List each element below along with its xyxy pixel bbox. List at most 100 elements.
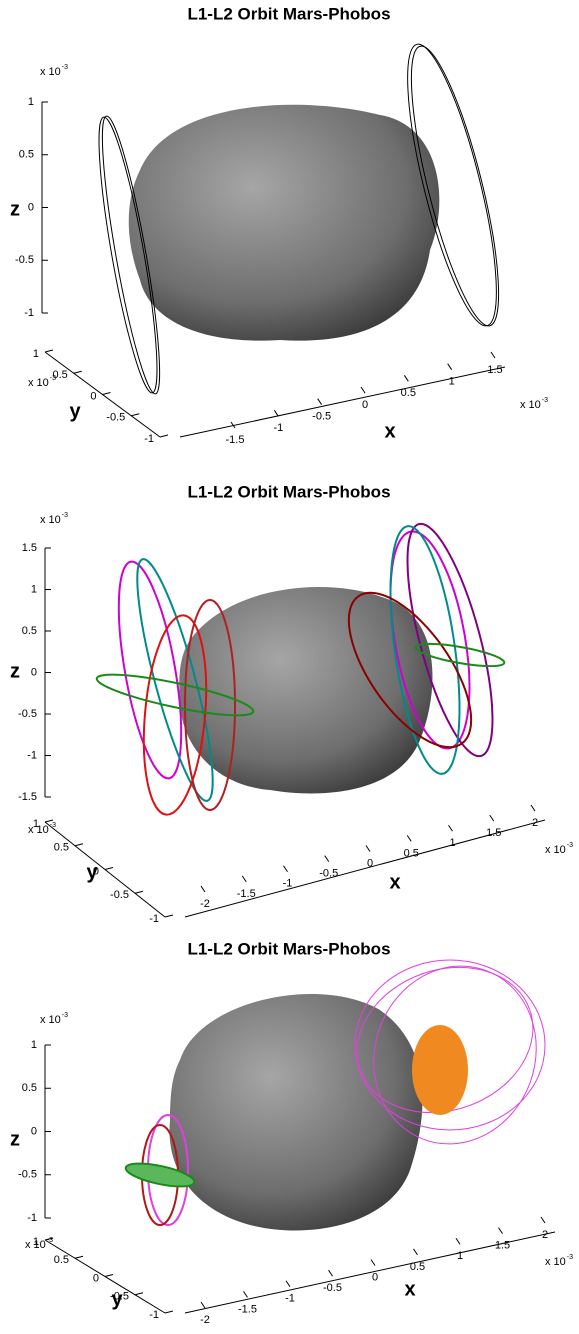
x-tick-label: 0 bbox=[362, 399, 368, 411]
orbit-l1 bbox=[98, 115, 161, 395]
x-tick bbox=[324, 855, 330, 862]
x-tick bbox=[360, 386, 366, 394]
x-tick bbox=[490, 351, 496, 359]
y-tick-label: 0 bbox=[90, 390, 96, 402]
x-tick-label: 0.5 bbox=[404, 847, 419, 859]
orbit-l2 bbox=[407, 43, 500, 327]
scale-base: x 10 bbox=[40, 1014, 61, 1026]
scale-exponent: -3 bbox=[62, 64, 68, 71]
z-tick-label: 0.5 bbox=[22, 1082, 37, 1094]
x-tick-label: -1 bbox=[285, 1293, 295, 1305]
scale-base: x 10 bbox=[545, 1256, 566, 1268]
y-tick-label: 1 bbox=[33, 348, 39, 360]
y-tick bbox=[134, 890, 144, 894]
x-tick bbox=[455, 1237, 461, 1245]
y-tick bbox=[164, 1310, 174, 1314]
y-tick-label: -1 bbox=[149, 913, 159, 925]
z-tick-label: 0 bbox=[28, 201, 34, 213]
chart-title: L1-L2 Orbit Mars-Phobos bbox=[187, 482, 390, 501]
x-tick bbox=[448, 824, 453, 832]
x-tick bbox=[200, 885, 206, 893]
axis-scale-label: x 10-3 bbox=[28, 822, 56, 836]
y-tick bbox=[44, 1237, 54, 1241]
x-tick-label: 1.5 bbox=[486, 827, 501, 839]
z-tick-label: 1.5 bbox=[22, 542, 37, 554]
x-axis bbox=[179, 366, 506, 438]
x-tick bbox=[489, 814, 495, 822]
phobos bbox=[128, 104, 440, 341]
z-tick-label: -1 bbox=[27, 749, 37, 761]
x-tick-label: -1 bbox=[273, 422, 283, 434]
scale-exponent: -3 bbox=[542, 397, 548, 404]
x-tick-label: 1.5 bbox=[487, 364, 502, 376]
phobos bbox=[169, 994, 423, 1231]
y-tick bbox=[44, 349, 54, 353]
x-tick-label: -1 bbox=[283, 878, 293, 890]
x-tick bbox=[328, 1269, 333, 1277]
panel-2-scene bbox=[95, 522, 506, 816]
orbit-l1 bbox=[124, 1114, 196, 1226]
z-axis-label: z bbox=[10, 660, 20, 682]
x-tick bbox=[413, 1248, 418, 1256]
x-tick bbox=[406, 835, 412, 842]
y-axis-label: y bbox=[111, 1288, 123, 1310]
x-tick bbox=[365, 845, 371, 852]
z-axis-label: z bbox=[10, 1128, 20, 1150]
y-axis-label: y bbox=[69, 400, 81, 422]
z-tick-label: 0 bbox=[31, 666, 37, 678]
x-tick-label: -2 bbox=[200, 898, 210, 910]
y-tick-label: 1 bbox=[33, 818, 39, 830]
y-tick-label: -1 bbox=[149, 1309, 159, 1321]
x-axis bbox=[184, 819, 546, 918]
scale-base: x 10 bbox=[545, 844, 566, 856]
scale-exponent: -3 bbox=[62, 1012, 68, 1019]
axis-scale-label: x 10-3 bbox=[40, 64, 68, 78]
x-tick-label: 2 bbox=[542, 1229, 548, 1241]
phobos bbox=[179, 587, 433, 794]
z-tick-label: 0 bbox=[31, 1125, 37, 1137]
z-tick-label: 0.5 bbox=[22, 625, 37, 637]
y-tick bbox=[164, 914, 174, 918]
y-tick bbox=[73, 370, 82, 374]
z-tick-label: -0.5 bbox=[18, 1169, 37, 1181]
x-tick-label: -0.5 bbox=[323, 1282, 342, 1294]
y-tick bbox=[74, 843, 84, 847]
y-tick-label: 0 bbox=[93, 1272, 99, 1284]
orbit-l2-core bbox=[412, 1025, 468, 1115]
z-tick-label: 1 bbox=[28, 96, 34, 108]
y-tick-label: -0.5 bbox=[110, 1291, 129, 1303]
x-tick-label: 0.5 bbox=[401, 387, 416, 399]
y-tick bbox=[102, 392, 111, 395]
scale-exponent: -3 bbox=[567, 1254, 573, 1261]
z-tick-label: 1 bbox=[31, 1039, 37, 1051]
x-tick bbox=[230, 421, 236, 429]
x-tick bbox=[403, 375, 409, 382]
chart-title: L1-L2 Orbit Mars-Phobos bbox=[187, 939, 390, 958]
y-tick bbox=[104, 867, 114, 870]
x-axis-label: x bbox=[389, 871, 400, 893]
y-tick bbox=[44, 819, 54, 823]
y-tick bbox=[134, 1292, 144, 1296]
scale-base: x 10 bbox=[40, 514, 61, 526]
x-tick bbox=[530, 804, 536, 812]
scale-base: x 10 bbox=[28, 824, 49, 836]
y-tick bbox=[74, 1255, 84, 1259]
y-tick bbox=[104, 1274, 114, 1277]
scale-base: x 10 bbox=[40, 66, 61, 78]
z-tick-label: 1 bbox=[31, 583, 37, 595]
scale-exponent: -3 bbox=[62, 512, 68, 519]
x-axis-label: x bbox=[404, 1278, 415, 1300]
y-tick-label: 1 bbox=[33, 1236, 39, 1248]
x-tick-label: -2 bbox=[200, 1314, 210, 1326]
x-tick-label: -1.5 bbox=[237, 888, 256, 900]
x-tick-label: 0 bbox=[367, 857, 373, 869]
scale-base: x 10 bbox=[520, 399, 541, 411]
x-tick bbox=[273, 410, 279, 417]
x-tick-label: -1.5 bbox=[238, 1303, 257, 1315]
x-tick bbox=[283, 865, 288, 873]
x-axis-label: x bbox=[384, 420, 395, 442]
z-tick-label: -1.5 bbox=[18, 791, 37, 803]
z-tick-label: -0.5 bbox=[18, 708, 37, 720]
axis-scale-label: x 10-3 bbox=[40, 1012, 68, 1026]
